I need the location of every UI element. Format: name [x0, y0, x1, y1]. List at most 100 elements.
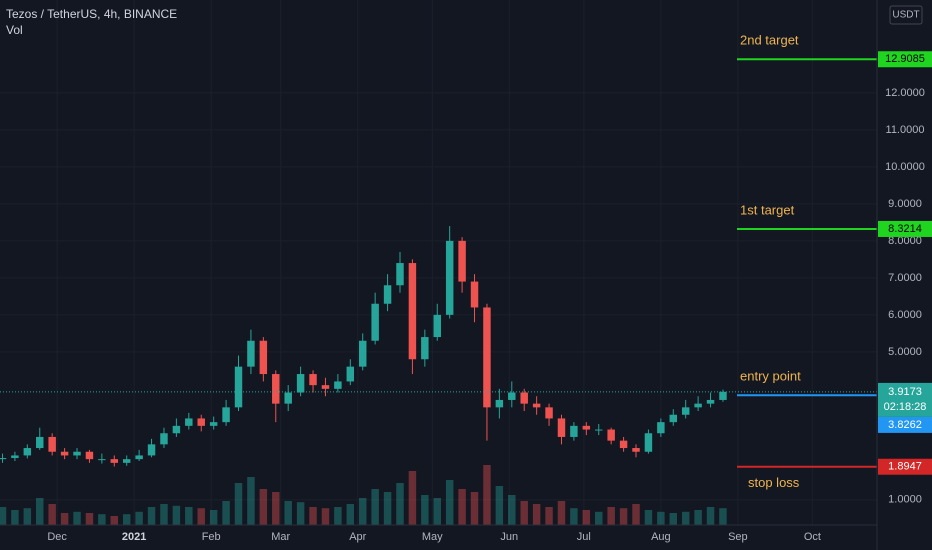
volume-bar — [247, 477, 255, 525]
volume-bar — [421, 495, 429, 525]
candle-body — [197, 418, 205, 426]
level-price-label: 8.3214 — [888, 223, 922, 235]
level-price-label: 12.9085 — [885, 53, 925, 65]
x-tick-label: Sep — [728, 531, 748, 543]
volume-bar — [657, 511, 665, 525]
volume-bar — [532, 504, 541, 525]
currency-box[interactable] — [889, 5, 923, 25]
candle-body — [681, 407, 690, 415]
currency-label[interactable]: USDT — [892, 10, 919, 21]
volume-bar — [0, 507, 7, 525]
candle-body — [396, 263, 404, 286]
y-tick-label: 12.0000 — [885, 87, 925, 99]
candle-body — [508, 392, 516, 400]
volume-bar — [595, 511, 603, 525]
candle-body — [644, 433, 653, 452]
candle-body — [147, 444, 156, 456]
volume-bar — [197, 508, 205, 525]
candles — [0, 226, 727, 467]
x-tick-label: 2021 — [122, 531, 146, 543]
candle-body — [557, 418, 566, 437]
x-tick-label: May — [422, 531, 443, 543]
candle-body — [495, 399, 504, 408]
level-annotation: 1st target — [740, 202, 795, 217]
candle-body — [135, 455, 143, 460]
volume-bar — [632, 504, 640, 525]
level-annotation: stop loss — [748, 475, 800, 490]
volume-bar — [346, 504, 355, 525]
volume-bar — [309, 507, 317, 525]
axes: 1.0000 5.0000 6.0000 7.0000 8.0000 9.0000 10.0… — [47, 51, 932, 543]
candle-body — [433, 314, 441, 338]
volume-bar — [48, 504, 56, 525]
candle-body — [657, 422, 665, 434]
candle-body — [110, 459, 119, 463]
candle-body — [11, 455, 19, 459]
candle-body — [160, 433, 168, 445]
candle-body — [272, 374, 280, 404]
candle-body — [421, 337, 429, 360]
y-tick-label: 5.0000 — [888, 346, 922, 358]
volume-bar — [719, 508, 727, 525]
candle-body — [582, 425, 591, 430]
candle-body — [595, 429, 603, 431]
candle-body — [445, 240, 454, 315]
volume-bar — [85, 513, 94, 525]
volume-bar — [433, 498, 441, 525]
x-tick-label: Jun — [500, 531, 518, 543]
volume-bar — [445, 480, 454, 525]
level-price-box — [878, 458, 932, 475]
volume-bar — [470, 492, 479, 525]
volume-bar — [11, 510, 19, 525]
volume-bar — [135, 511, 143, 525]
volume-bar — [36, 498, 44, 525]
volume-bar — [222, 501, 230, 525]
level-price-box — [878, 416, 932, 433]
level-price-box — [878, 51, 932, 68]
last-price-label: 3.9173 — [888, 386, 922, 398]
candle-body — [284, 392, 292, 404]
candle-body — [719, 391, 727, 400]
level-annotation: 2nd target — [740, 33, 799, 48]
y-tick-label: 6.0000 — [888, 309, 922, 321]
candle-body — [209, 422, 218, 426]
volume-bar — [383, 492, 392, 525]
candle-body — [383, 285, 392, 304]
volume-bar — [284, 501, 292, 525]
volume-pane — [0, 465, 727, 525]
candle-body — [23, 448, 32, 456]
volume-bar — [545, 507, 553, 525]
candle-body — [48, 436, 56, 452]
level-price-label: 3.8262 — [888, 419, 922, 431]
volume-bar — [508, 495, 516, 525]
volume-bar — [23, 508, 32, 525]
last-price-box — [878, 382, 932, 417]
volume-bar — [371, 489, 379, 525]
candle-body — [73, 451, 81, 456]
grid — [0, 0, 877, 525]
candle-body — [122, 459, 131, 463]
candle-body — [669, 414, 678, 423]
volume-bar — [334, 507, 342, 525]
levels: 2nd target 1st target entry point stop loss — [0, 33, 877, 490]
candle-body — [334, 381, 342, 389]
symbol-title: Tezos / TetherUS, 4h, BINANCE — [6, 7, 177, 21]
volume-bar — [458, 489, 466, 525]
volume-bar — [122, 514, 131, 525]
candle-body — [483, 307, 491, 408]
candle-body — [234, 366, 243, 408]
x-tick-label: Aug — [651, 531, 671, 543]
volume-bar — [582, 510, 591, 525]
candle-body — [60, 451, 69, 456]
candle-body — [532, 403, 541, 408]
y-tick-label: 10.0000 — [885, 161, 925, 173]
volume-bar — [73, 511, 81, 525]
y-tick-label: 11.0000 — [886, 124, 925, 136]
x-tick-label: Dec — [47, 531, 67, 543]
volume-bar — [259, 489, 268, 525]
level-annotation: entry point — [740, 369, 801, 384]
volume-bar — [209, 510, 218, 525]
x-tick-label: Feb — [202, 531, 221, 543]
volume-bar — [619, 508, 628, 525]
